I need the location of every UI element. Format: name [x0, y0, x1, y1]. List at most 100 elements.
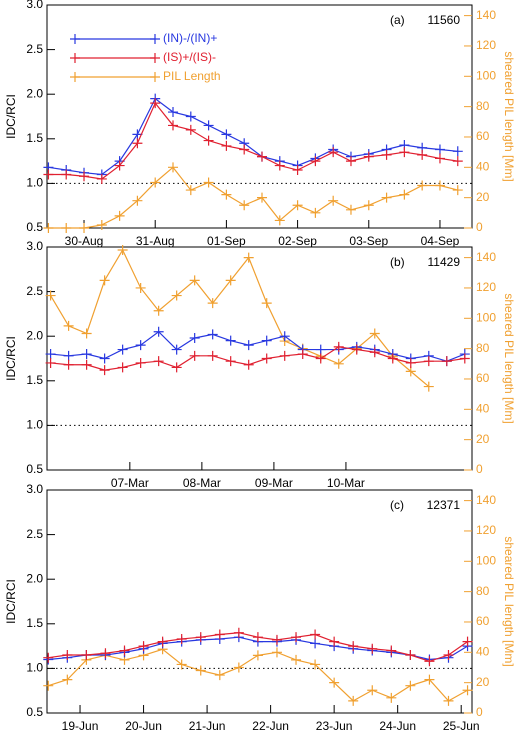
data-point: [452, 185, 463, 196]
x-tick-label: 04-Sep: [421, 234, 460, 248]
y2-tick-label: 140: [476, 493, 496, 507]
data-point: [63, 320, 74, 331]
data-point: [243, 359, 254, 370]
data-point: [207, 350, 218, 361]
legend-marker: [150, 72, 160, 82]
data-point: [328, 147, 339, 158]
data-point: [329, 636, 340, 647]
data-point: [225, 275, 236, 286]
y2-tick-label: 100: [476, 310, 496, 324]
data-point: [348, 641, 359, 652]
data-point: [79, 223, 90, 233]
y2-tick-label: 0: [476, 705, 483, 719]
data-point: [45, 349, 56, 360]
data-point: [292, 165, 303, 176]
data-point: [62, 650, 73, 661]
data-point: [225, 335, 236, 346]
data-point: [452, 146, 463, 157]
data-point: [135, 340, 146, 351]
data-point: [345, 156, 356, 167]
y-tick-label: 2.5: [26, 42, 43, 56]
data-point: [452, 156, 463, 167]
data-point: [310, 207, 321, 218]
plot-frame: [46, 4, 473, 229]
data-point: [292, 200, 303, 211]
y-tick-label: 0.5: [26, 462, 43, 476]
data-point: [367, 685, 378, 696]
data-point: [153, 356, 164, 367]
data-point: [369, 347, 380, 358]
data-point: [203, 177, 214, 188]
y2-tick-label: 40: [476, 401, 490, 415]
data-point: [171, 290, 182, 301]
data-point: [138, 641, 149, 652]
data-point: [81, 359, 92, 370]
data-point: [315, 344, 326, 355]
data-point: [168, 162, 179, 173]
x-tick-label: 25-Jun: [443, 719, 480, 733]
panel-annotation: (a): [390, 13, 405, 27]
data-point: [279, 331, 290, 342]
data-point: [117, 344, 128, 355]
x-tick-label: 23-Jun: [316, 719, 353, 733]
data-point: [291, 632, 302, 643]
x-tick-label: 01-Sep: [207, 234, 246, 248]
data-point: [117, 362, 128, 373]
data-point: [239, 200, 250, 211]
x-tick-label: 20-Jun: [125, 719, 162, 733]
x-tick-label: 22-Jun: [252, 719, 289, 733]
y-tick-label: 2.5: [26, 284, 43, 298]
y2-tick-label: 60: [476, 129, 490, 143]
data-point: [185, 111, 196, 122]
data-point: [195, 665, 206, 676]
data-point: [261, 298, 272, 309]
y2-tick-label: 140: [476, 250, 496, 264]
x-tick-label: 31-Aug: [136, 234, 175, 248]
y-tick-label: 1.5: [26, 616, 43, 630]
data-point: [405, 680, 416, 691]
data-point: [43, 223, 54, 233]
y-tick-label: 0.5: [26, 220, 43, 234]
data-point: [150, 98, 161, 109]
legend-marker: [150, 34, 160, 44]
data-point: [221, 140, 232, 151]
data-point: [195, 632, 206, 643]
data-point: [185, 124, 196, 135]
data-point: [99, 275, 110, 286]
data-point: [171, 344, 182, 355]
data-point: [424, 674, 435, 685]
y2-tick-label: 80: [476, 584, 490, 598]
x-tick-label: 03-Sep: [349, 234, 388, 248]
legend-label: (IS)+/(IS)-: [163, 50, 216, 64]
y-tick-label: 3.0: [26, 0, 43, 11]
data-point: [386, 692, 397, 703]
y2-axis-label: sheared PIL length [Mm]: [502, 51, 516, 181]
data-point: [291, 654, 302, 665]
y-tick-label: 1.5: [26, 131, 43, 145]
data-point: [256, 151, 267, 162]
series-line: [50, 330, 466, 362]
data-point: [423, 381, 434, 392]
data-point: [434, 144, 445, 155]
y2-tick-label: 120: [476, 280, 496, 294]
x-tick-label: 19-Jun: [62, 719, 99, 733]
data-point: [351, 344, 362, 355]
y2-tick-label: 80: [476, 99, 490, 113]
data-point: [185, 185, 196, 196]
y-tick-label: 1.5: [26, 373, 43, 387]
y2-tick-label: 60: [476, 371, 490, 385]
series-line: [48, 101, 458, 180]
data-point: [225, 356, 236, 367]
data-point: [63, 350, 74, 361]
y2-tick-label: 20: [476, 675, 490, 689]
data-point: [434, 153, 445, 164]
data-point: [214, 670, 225, 681]
legend-marker: [150, 53, 160, 63]
y2-tick-label: 40: [476, 159, 490, 173]
data-point: [221, 189, 232, 200]
data-point: [462, 685, 473, 696]
data-point: [310, 659, 321, 670]
data-point: [153, 305, 164, 316]
x-tick-label: 24-Jun: [379, 719, 416, 733]
data-point: [399, 189, 410, 200]
